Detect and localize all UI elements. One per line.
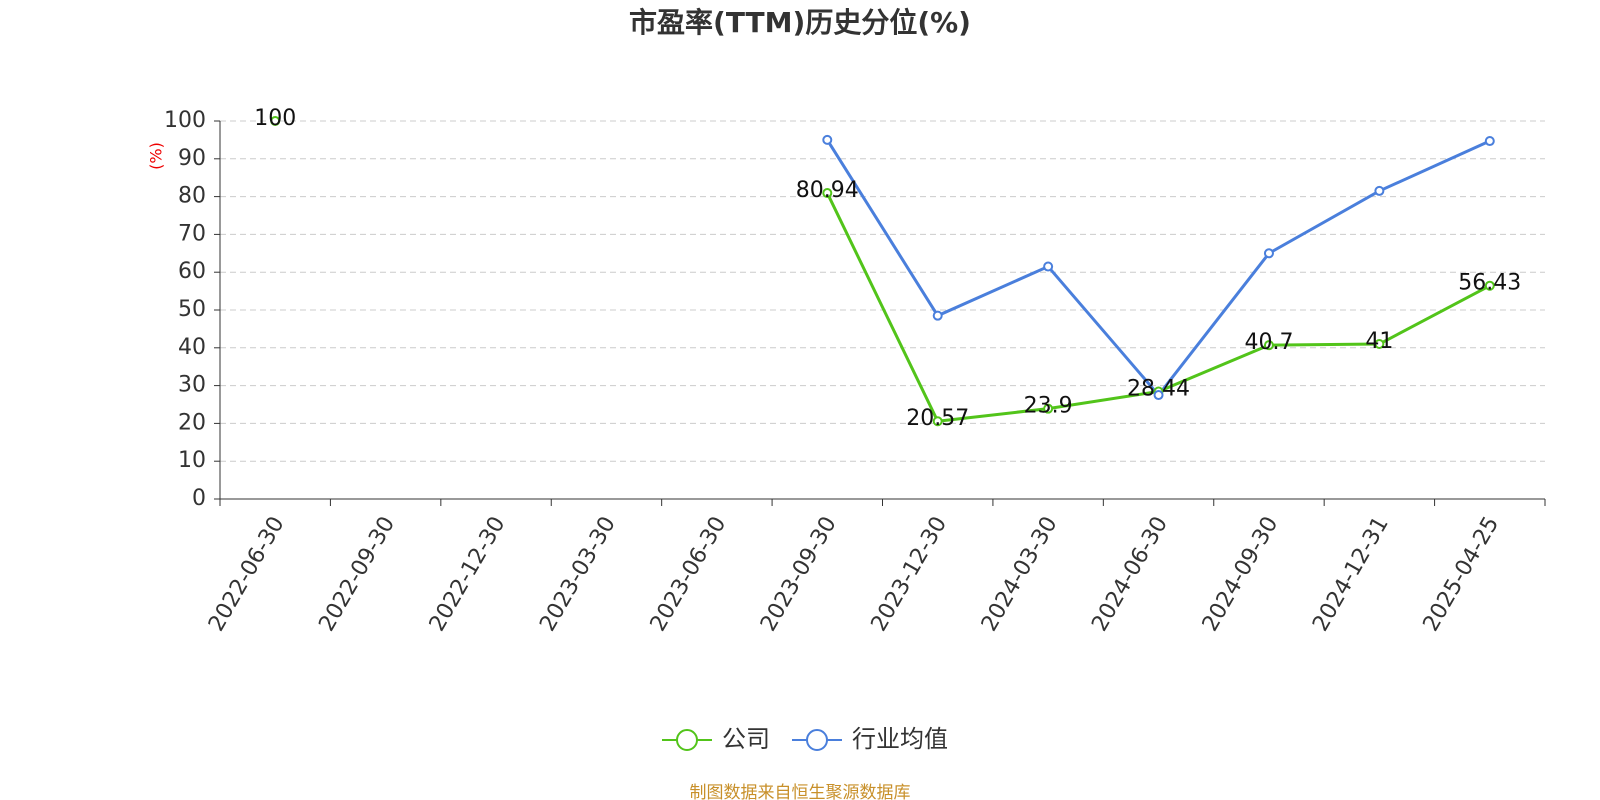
- x-tick-label: 2025-04-25: [1419, 513, 1505, 636]
- y-tick-label: 30: [178, 373, 206, 398]
- y-tick-label: 50: [178, 297, 206, 322]
- y-axis-label: (%): [147, 142, 166, 170]
- data-label: 40.7: [1244, 330, 1293, 355]
- y-tick-label: 40: [178, 335, 206, 360]
- data-label: 41: [1365, 329, 1393, 354]
- x-tick-label: 2023-06-30: [646, 513, 732, 636]
- data-point: [1484, 136, 1495, 147]
- x-tick-label: 2023-09-30: [756, 513, 842, 636]
- data-point: [822, 188, 833, 199]
- x-tick-label: 2023-03-30: [535, 513, 621, 636]
- data-point: [1043, 403, 1054, 414]
- data-point: [932, 416, 943, 427]
- data-point: [822, 134, 833, 145]
- data-point: [1263, 340, 1274, 351]
- data-label: 100: [254, 106, 296, 131]
- legend-marker: [806, 729, 828, 751]
- legend-label: 行业均值: [852, 725, 948, 753]
- y-tick-label: 80: [178, 184, 206, 209]
- chart-title: 市盈率(TTM)历史分位(%): [629, 6, 971, 39]
- x-tick-label: 2022-06-30: [204, 513, 290, 636]
- y-tick-label: 20: [178, 410, 206, 435]
- data-label: 20.57: [906, 406, 969, 431]
- x-tick-label: 2023-12-30: [867, 513, 953, 636]
- data-point: [270, 116, 281, 126]
- x-tick-label: 2024-12-31: [1308, 513, 1394, 636]
- x-tick-label: 2022-12-30: [425, 513, 511, 636]
- data-point: [1374, 339, 1385, 350]
- data-point: [1043, 261, 1054, 272]
- y-tick-label: 60: [178, 259, 206, 284]
- data-point: [1153, 390, 1164, 401]
- series-line: [826, 139, 1491, 398]
- data-point: [932, 310, 943, 321]
- data-label: 56.43: [1458, 271, 1521, 296]
- y-tick-label: 0: [192, 486, 206, 511]
- x-tick-label: 2024-06-30: [1087, 513, 1173, 636]
- data-label: 23.9: [1024, 394, 1073, 419]
- source-note: 制图数据来自恒生聚源数据库: [690, 783, 911, 800]
- y-tick-label: 70: [178, 221, 206, 246]
- data-label: 80.94: [796, 178, 859, 203]
- x-tick-label: 2024-09-30: [1198, 513, 1284, 636]
- y-tick-label: 90: [178, 146, 206, 171]
- y-tick-label: 10: [178, 448, 206, 473]
- x-tick-label: 2022-09-30: [314, 513, 400, 636]
- data-point: [1374, 185, 1385, 196]
- data-point: [1263, 248, 1274, 259]
- legend-marker: [676, 729, 698, 751]
- legend-label: 公司: [722, 725, 770, 753]
- x-tick-label: 2024-03-30: [977, 513, 1063, 636]
- y-tick-label: 100: [164, 108, 206, 133]
- data-point: [1484, 280, 1495, 291]
